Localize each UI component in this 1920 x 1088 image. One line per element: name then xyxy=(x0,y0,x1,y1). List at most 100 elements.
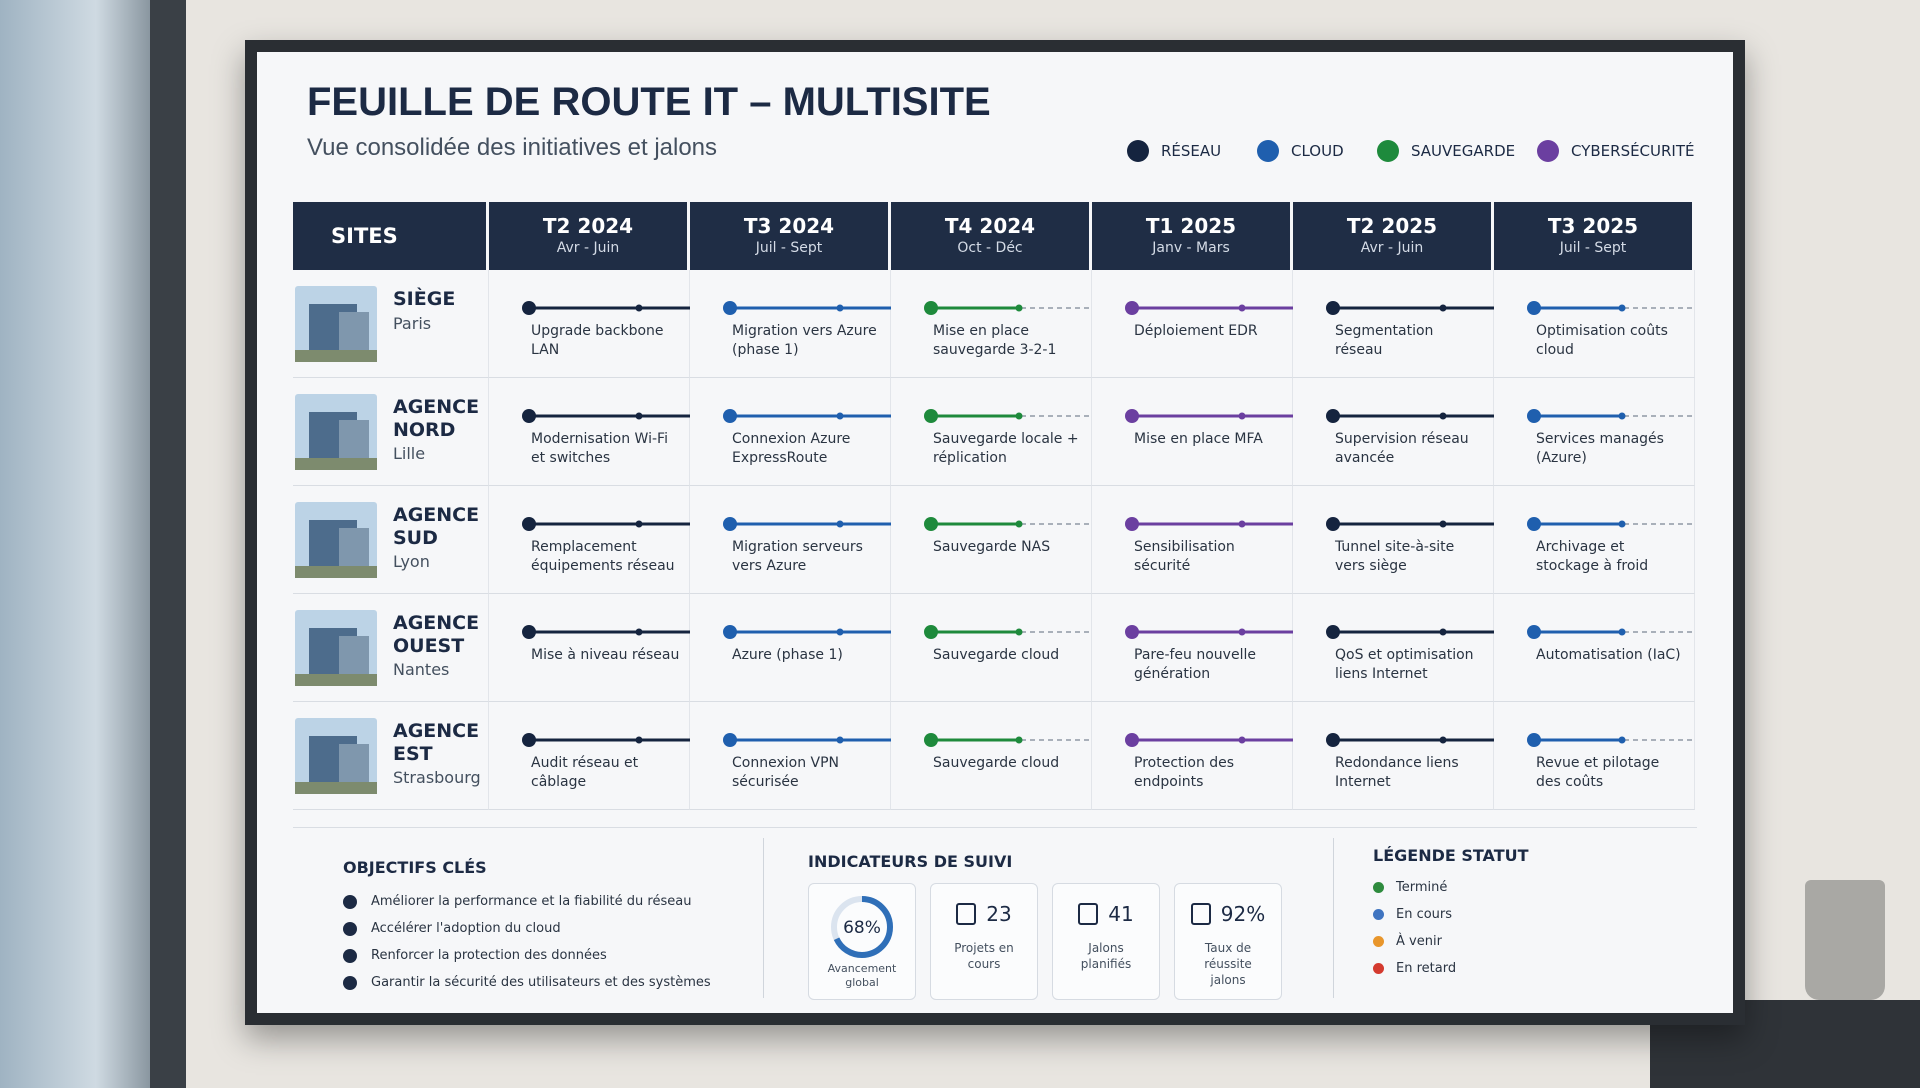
milestone-cell: Déploiement EDR xyxy=(1092,270,1293,378)
milestone-dot xyxy=(1326,409,1340,423)
site-name: AGENCE SUD xyxy=(393,504,480,549)
legend-dot xyxy=(1377,140,1399,162)
milestone-small-dot xyxy=(1015,736,1023,744)
milestone-dot xyxy=(723,409,737,423)
milestone-small-dot xyxy=(1238,520,1246,528)
milestone-small-dot xyxy=(1618,520,1626,528)
roadmap-table: SITES T2 2024 Avr - Juin T3 2024 Juil - Sept… xyxy=(293,202,1697,810)
objective: Améliorer la performance et la fiabilité… xyxy=(343,894,691,909)
milestone-cell: Supervision réseau avancée xyxy=(1293,378,1494,486)
indicator-value-row: 23 xyxy=(931,902,1037,926)
milestone-dot xyxy=(723,301,737,315)
milestone-cell: Azure (phase 1) xyxy=(690,594,891,702)
timeline xyxy=(924,733,1092,747)
quarter-label: T1 2025 xyxy=(1145,214,1237,238)
milestone-cell: Migration vers Azure (phase 1) xyxy=(690,270,891,378)
milestone-small-dot xyxy=(1618,412,1626,420)
site-photo xyxy=(295,394,377,470)
milestone-label: Audit réseau et câblage xyxy=(531,755,639,790)
objective-text: Accélérer l'adoption du cloud xyxy=(371,921,561,936)
milestone-dot xyxy=(1527,301,1541,315)
site-city: Lyon xyxy=(393,552,430,571)
milestone-label: Pare-feu nouvelle génération xyxy=(1134,647,1256,682)
indicator-label: Taux de réussite jalons xyxy=(1204,941,1252,987)
quarter-months: Avr - Juin xyxy=(1360,240,1424,256)
status-item: En cours xyxy=(1373,907,1452,922)
milestone-dot xyxy=(1527,733,1541,747)
site-cell: AGENCE SUD Lyon xyxy=(293,486,489,594)
window-frame xyxy=(150,0,186,1088)
timeline xyxy=(1125,625,1293,639)
timeline xyxy=(924,625,1092,639)
milestone-dot xyxy=(522,517,536,531)
status-dot xyxy=(1373,909,1384,920)
milestone-dot xyxy=(1527,517,1541,531)
milestone-label: Mise en place MFA xyxy=(1134,431,1263,447)
legend-label: CLOUD xyxy=(1291,142,1344,160)
status-label: À venir xyxy=(1396,934,1442,949)
milestone-label: Sensibilisation sécurité xyxy=(1134,539,1235,574)
milestone-cell: Mise à niveau réseau xyxy=(489,594,690,702)
legend-dot xyxy=(1257,140,1279,162)
legend-dot xyxy=(1127,140,1149,162)
milestone-label: Connexion Azure ExpressRoute xyxy=(732,431,851,466)
milestone-label: Automatisation (IaC) xyxy=(1536,647,1681,663)
title: FEUILLE DE ROUTE IT – MULTISITE xyxy=(307,80,991,124)
milestone-label: Segmentation réseau xyxy=(1335,323,1434,358)
legend-label: CYBERSÉCURITÉ xyxy=(1571,142,1695,160)
milestone-label: Déploiement EDR xyxy=(1134,323,1258,339)
indicator-value: 41 xyxy=(1108,902,1134,926)
milestone-cell: Mise en place sauvegarde 3-2-1 xyxy=(891,270,1092,378)
timeline xyxy=(723,625,891,639)
ground xyxy=(295,782,377,794)
objectives-title: OBJECTIFS CLÉS xyxy=(343,858,487,877)
milestone-small-dot xyxy=(1015,412,1023,420)
quarter-label: T4 2024 xyxy=(944,214,1036,238)
milestone-cell: Sensibilisation sécurité xyxy=(1092,486,1293,594)
milestone-label: Upgrade backbone LAN xyxy=(531,323,664,358)
building-side xyxy=(339,312,369,350)
timeline xyxy=(723,733,891,747)
site-photo xyxy=(295,610,377,686)
objective: Garantir la sécurité des utilisateurs et… xyxy=(343,975,711,990)
milestone-dot xyxy=(1125,301,1139,315)
quarter-header: T2 2025 Avr - Juin xyxy=(1293,202,1491,270)
objective: Renforcer la protection des données xyxy=(343,948,607,963)
milestone-cell: Mise en place MFA xyxy=(1092,378,1293,486)
milestone-label: Optimisation coûts cloud xyxy=(1536,323,1668,358)
milestone-cell: Migration serveurs vers Azure xyxy=(690,486,891,594)
check-icon xyxy=(343,975,357,990)
milestone-label: Archivage et stockage à froid xyxy=(1536,539,1649,574)
milestone-cell: Sauvegarde cloud xyxy=(891,594,1092,702)
legend-label: RÉSEAU xyxy=(1161,142,1222,160)
status-label: En cours xyxy=(1396,907,1453,922)
indicator-value-row: 41 xyxy=(1053,902,1159,926)
site-cell: AGENCE EST Strasbourg xyxy=(293,702,489,810)
timeline xyxy=(1527,409,1695,423)
milestone-small-dot xyxy=(1238,736,1246,744)
milestone-label: Protection des endpoints xyxy=(1134,755,1235,790)
milestone-cell: Pare-feu nouvelle génération xyxy=(1092,594,1293,702)
milestone-small-dot xyxy=(1015,304,1023,312)
timeline xyxy=(1326,625,1494,639)
milestone-cell: Protection des endpoints xyxy=(1092,702,1293,810)
timeline xyxy=(1326,733,1494,747)
milestone-dot xyxy=(1125,733,1139,747)
milestone-label: Sauvegarde cloud xyxy=(933,647,1060,663)
timeline xyxy=(1326,409,1494,423)
quarter-months: Janv - Mars xyxy=(1152,240,1230,256)
milestone-dot xyxy=(522,733,536,747)
indicator-value-row: 92% xyxy=(1175,902,1281,926)
quarter-months: Avr - Juin xyxy=(556,240,620,256)
timeline xyxy=(1527,625,1695,639)
milestone-cell: Connexion Azure ExpressRoute xyxy=(690,378,891,486)
timeline xyxy=(1326,301,1494,315)
timeline xyxy=(1527,517,1695,531)
milestone-label: Supervision réseau avancée xyxy=(1335,431,1469,466)
indicators-title: INDICATEURS DE SUIVI xyxy=(808,852,1013,871)
building-side xyxy=(339,744,369,782)
ground xyxy=(295,674,377,686)
milestone-dot xyxy=(723,733,737,747)
milestone-small-dot xyxy=(635,412,643,420)
